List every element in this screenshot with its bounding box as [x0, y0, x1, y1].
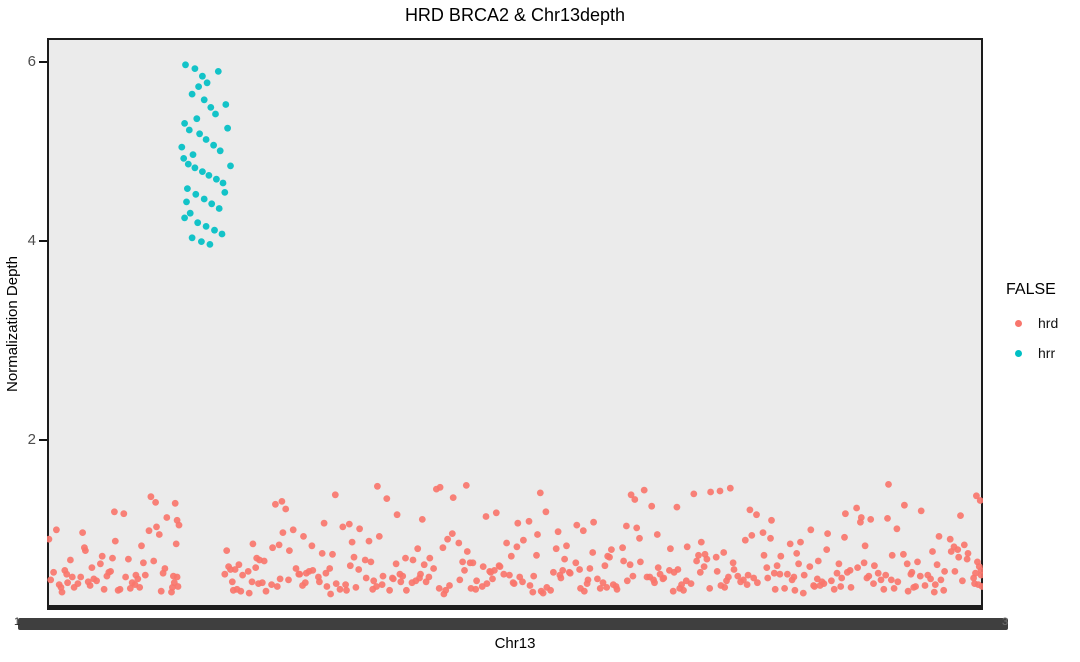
y-tick-mark-2	[39, 439, 47, 441]
plot-panel	[47, 38, 983, 610]
hrd-legend-dot-icon	[1015, 319, 1022, 327]
y-tick-label-6: 6	[27, 53, 36, 70]
y-axis-title: Normalization Depth	[4, 256, 21, 392]
legend-item-label: hrd	[1038, 315, 1059, 331]
legend-item-hrd: hrd	[1005, 315, 1058, 331]
legend-item-label: hrr	[1038, 345, 1056, 361]
legend-title: FALSE	[1006, 281, 1056, 298]
plot-points-svg	[47, 61, 983, 598]
y-tick-mark-4	[39, 240, 47, 242]
hrr-legend-dot-icon	[1015, 349, 1022, 357]
chart-title: HRD BRCA2 & Chr13depth	[404, 5, 626, 25]
legend-item-hrr: hrr	[1005, 345, 1058, 361]
y-tick-mark-6	[39, 61, 47, 63]
ideogram-start-label: 1	[14, 616, 21, 628]
y-tick-label-4: 4	[27, 232, 36, 249]
legend: FALSE hrd hrr	[1005, 281, 1058, 375]
chromosome-ideogram-bar	[18, 618, 1008, 630]
x-axis-title: Chr13	[494, 635, 536, 652]
y-tick-label-2: 2	[27, 431, 36, 448]
ideogram-end-label: 3	[1002, 616, 1009, 628]
